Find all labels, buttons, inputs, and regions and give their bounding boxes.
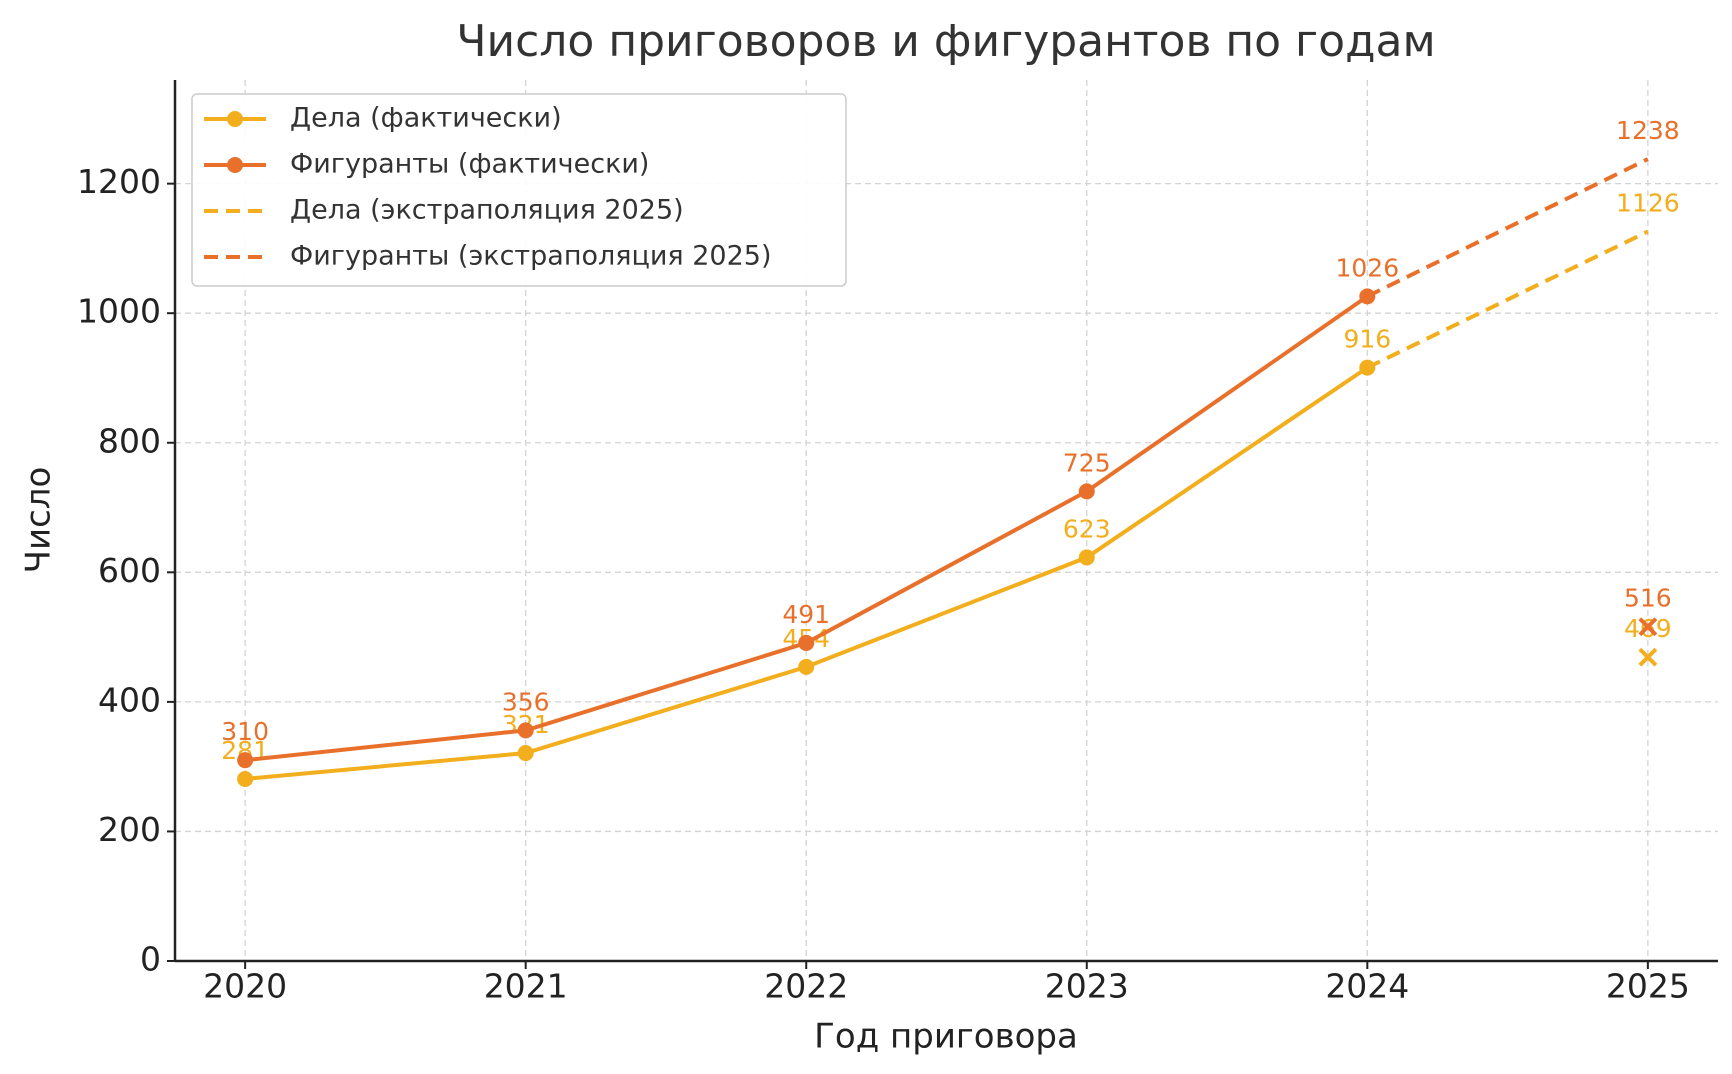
chart-title: Число приговоров и фигурантов по годам	[456, 16, 1435, 67]
series-line	[1366, 229, 1649, 370]
y-tick-label: 1200	[77, 162, 161, 201]
point	[237, 752, 254, 769]
x-marker	[1638, 647, 1658, 667]
value-label: 1026	[1336, 253, 1400, 282]
x-marker	[1638, 617, 1658, 637]
x-tick-label: 2023	[1045, 967, 1129, 1006]
series-line	[1366, 157, 1649, 299]
legend-marker	[227, 157, 243, 173]
legend-label: Дела (фактически)	[290, 103, 562, 134]
y-tick-label: 1000	[77, 292, 161, 331]
value-label: 1126	[1616, 189, 1680, 218]
x-tick-label: 2022	[764, 967, 848, 1006]
point	[517, 722, 534, 739]
x-tick-label: 2020	[203, 967, 287, 1006]
value-label: 491	[782, 600, 830, 629]
legend-box	[191, 93, 847, 287]
y-tick-label: 0	[140, 940, 161, 979]
legend-label: Фигуранты (фактически)	[290, 149, 649, 180]
point	[237, 770, 254, 787]
x-tick-label: 2021	[484, 967, 568, 1006]
point	[798, 658, 815, 675]
x-tick-label: 2024	[1325, 967, 1409, 1006]
point	[517, 745, 534, 762]
legend-label: Дела (экстраполяция 2025)	[290, 195, 684, 226]
y-tick-label: 600	[98, 551, 161, 590]
value-label: 516	[1624, 584, 1672, 613]
value-label: 916	[1343, 325, 1391, 354]
y-tick-label: 400	[98, 680, 161, 719]
value-label: 725	[1063, 448, 1111, 477]
value-label: 1238	[1616, 116, 1680, 145]
legend-marker	[227, 111, 243, 127]
point	[1078, 483, 1095, 500]
legend-label: Фигуранты (экстраполяция 2025)	[290, 241, 772, 272]
point	[798, 634, 815, 651]
y-axis-label: Число	[19, 467, 59, 574]
x-axis-label: Год приговора	[814, 1017, 1078, 1057]
x-tick-label: 2025	[1606, 967, 1690, 1006]
point	[1078, 549, 1095, 566]
value-label: 310	[221, 717, 269, 746]
y-tick-label: 800	[98, 421, 161, 460]
value-label: 356	[502, 687, 550, 716]
value-label: 623	[1063, 514, 1111, 543]
y-tick-label: 200	[98, 810, 161, 849]
